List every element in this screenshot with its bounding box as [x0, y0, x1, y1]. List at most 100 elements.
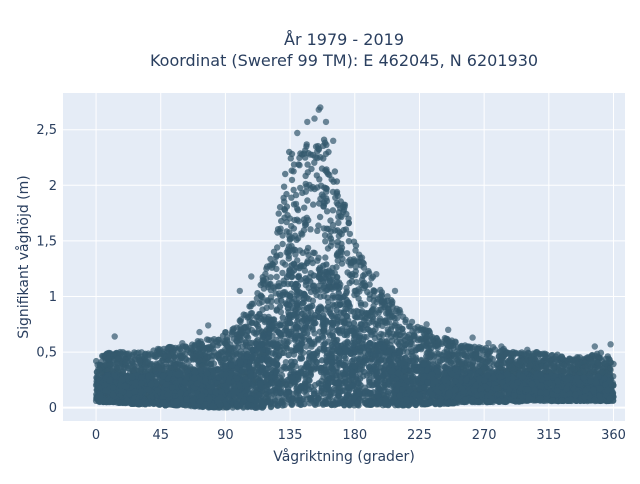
- data-point: [358, 302, 364, 308]
- data-point: [168, 351, 174, 357]
- data-point: [301, 205, 307, 211]
- data-point: [303, 189, 309, 195]
- data-point: [330, 179, 336, 185]
- data-point: [347, 231, 353, 237]
- data-point: [371, 293, 377, 299]
- data-point: [229, 331, 235, 337]
- data-point: [569, 365, 575, 371]
- data-point: [305, 150, 311, 156]
- data-point: [333, 264, 339, 270]
- data-point: [316, 283, 322, 289]
- data-point: [325, 245, 331, 251]
- data-point: [529, 356, 535, 362]
- data-point: [364, 289, 370, 295]
- data-point: [335, 258, 341, 264]
- data-point: [405, 334, 411, 340]
- data-point: [314, 172, 320, 178]
- data-point: [237, 318, 243, 324]
- data-point: [344, 250, 350, 256]
- data-point: [214, 339, 220, 345]
- data-point: [263, 305, 269, 311]
- data-point: [311, 160, 317, 166]
- data-point: [292, 233, 298, 239]
- data-point: [355, 286, 361, 292]
- data-point: [260, 274, 266, 280]
- data-point: [322, 232, 328, 238]
- data-point: [306, 182, 312, 188]
- data-point: [243, 324, 249, 330]
- data-point: [388, 334, 394, 340]
- data-point: [319, 191, 325, 197]
- data-point: [211, 361, 217, 367]
- data-point: [559, 354, 565, 360]
- data-point: [312, 186, 318, 192]
- data-point: [325, 149, 331, 155]
- data-point: [315, 145, 321, 151]
- data-point: [550, 364, 556, 370]
- data-point: [482, 347, 488, 353]
- data-point: [516, 362, 522, 368]
- data-point: [302, 173, 308, 179]
- data-point: [296, 162, 302, 168]
- data-point: [288, 155, 294, 161]
- data-point: [114, 365, 120, 371]
- data-point: [264, 263, 270, 269]
- data-point: [322, 140, 328, 146]
- data-point: [408, 341, 414, 347]
- data-point: [270, 262, 276, 268]
- data-point: [343, 211, 349, 217]
- data-point: [332, 227, 338, 233]
- data-point: [507, 356, 513, 362]
- data-point: [255, 323, 261, 329]
- data-point: [312, 154, 318, 160]
- data-point: [328, 235, 334, 241]
- data-point: [311, 330, 317, 336]
- data-point: [296, 218, 302, 224]
- data-point: [286, 149, 292, 155]
- data-point: [152, 352, 158, 358]
- data-point: [382, 301, 388, 307]
- data-point: [277, 228, 283, 234]
- data-point: [336, 209, 342, 215]
- data-point: [336, 233, 342, 239]
- data-point: [458, 360, 464, 366]
- data-point: [305, 245, 311, 251]
- data-point: [303, 143, 309, 149]
- data-point: [409, 348, 415, 354]
- data-point: [234, 324, 240, 330]
- data-point: [370, 309, 376, 315]
- data-point: [268, 274, 274, 280]
- data-point: [311, 250, 317, 256]
- data-point: [415, 324, 421, 330]
- data-point: [293, 201, 299, 207]
- data-point: [330, 207, 336, 213]
- data-point: [346, 280, 352, 286]
- data-point: [290, 168, 296, 174]
- data-point: [273, 254, 279, 260]
- data-point: [429, 334, 435, 340]
- data-point: [448, 360, 454, 366]
- data-point: [338, 241, 344, 247]
- data-point: [204, 336, 210, 342]
- data-point: [362, 283, 368, 289]
- data-point: [161, 353, 167, 359]
- data-point: [413, 354, 419, 360]
- data-point: [325, 226, 331, 232]
- data-point: [280, 260, 286, 266]
- data-point: [282, 171, 288, 177]
- data-point: [295, 207, 301, 213]
- data-point: [287, 215, 293, 221]
- data-point: [125, 350, 131, 356]
- data-point: [248, 303, 254, 309]
- data-point: [224, 342, 230, 348]
- data-point: [505, 350, 511, 356]
- data-point: [307, 226, 313, 232]
- data-point: [340, 204, 346, 210]
- data-point: [352, 247, 358, 253]
- data-point: [308, 166, 314, 172]
- data-point: [572, 358, 578, 364]
- data-point: [259, 299, 265, 305]
- data-point: [258, 282, 264, 288]
